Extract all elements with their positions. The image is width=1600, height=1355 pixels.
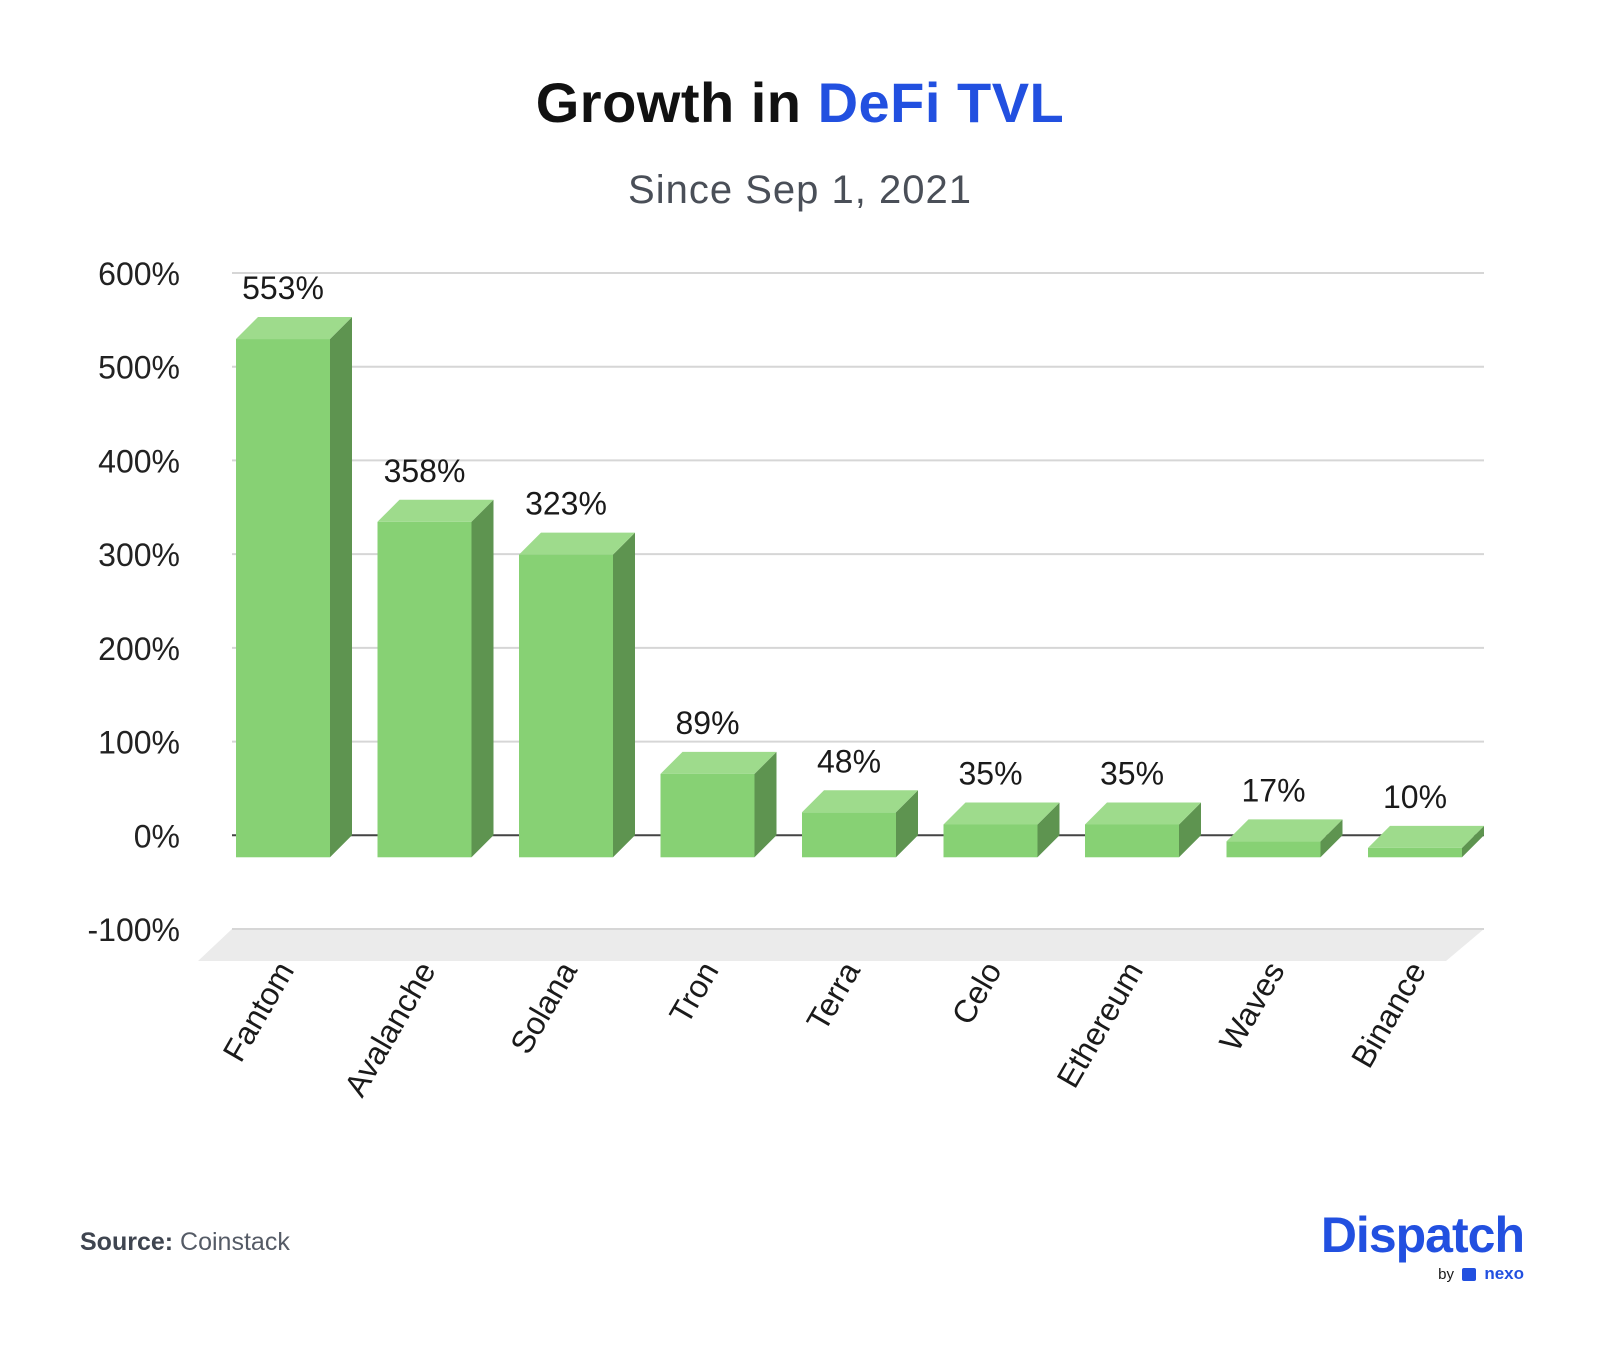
bar-side bbox=[613, 532, 635, 858]
x-tick-label: Fantom bbox=[216, 956, 301, 1068]
nexo-icon bbox=[1462, 1268, 1477, 1281]
data-label: 358% bbox=[384, 453, 466, 489]
y-tick-label: 200% bbox=[98, 631, 180, 667]
bar-side bbox=[754, 751, 777, 858]
bar-top bbox=[1368, 825, 1484, 848]
x-tick-label: Solana bbox=[503, 955, 584, 1059]
bar-side bbox=[1462, 825, 1484, 858]
data-label: 35% bbox=[1100, 755, 1164, 791]
y-tick-label: 500% bbox=[98, 350, 180, 386]
bar-side bbox=[330, 317, 352, 858]
brand-logo: Dispatch by nexo bbox=[1320, 1207, 1525, 1284]
bar-top bbox=[377, 499, 494, 522]
y-tick-label: 400% bbox=[98, 443, 180, 479]
data-label: 17% bbox=[1241, 772, 1305, 808]
source-note: Source: Coinstack bbox=[80, 1228, 290, 1257]
bar-top bbox=[236, 317, 352, 340]
source-value: Coinstack bbox=[180, 1228, 290, 1256]
bar-side bbox=[1179, 802, 1201, 858]
brand-byline: by nexo bbox=[1321, 1264, 1524, 1284]
data-label: 48% bbox=[817, 743, 881, 779]
bar-side bbox=[896, 790, 918, 858]
bar-top bbox=[1226, 819, 1343, 842]
y-tick-label: 0% bbox=[134, 818, 180, 854]
bar-top bbox=[519, 532, 635, 555]
x-tick-label: Waves bbox=[1212, 956, 1291, 1058]
bar-side bbox=[1320, 819, 1343, 858]
x-tick-label: Celo bbox=[944, 956, 1008, 1031]
bar-top bbox=[943, 802, 1060, 825]
data-label: 553% bbox=[242, 270, 324, 306]
x-tick-label: Tron bbox=[662, 956, 725, 1030]
x-tick-label: Terra bbox=[799, 955, 867, 1036]
data-label: 323% bbox=[525, 486, 607, 522]
chart-title: Growth in DeFi TVL bbox=[0, 70, 1600, 135]
data-label: 89% bbox=[675, 705, 739, 741]
chart-floor bbox=[198, 929, 1484, 961]
title-prefix: Growth in bbox=[535, 71, 818, 134]
brand-by-text: by bbox=[1438, 1266, 1454, 1283]
source-label: Source: bbox=[80, 1228, 174, 1256]
bar-top bbox=[1085, 802, 1201, 825]
bar bbox=[1226, 841, 1321, 858]
brand-name: Dispatch bbox=[1320, 1207, 1525, 1263]
bar bbox=[1085, 824, 1179, 858]
data-label: 35% bbox=[958, 755, 1022, 791]
bar bbox=[1368, 847, 1462, 858]
bar-top bbox=[802, 790, 918, 813]
bar bbox=[802, 812, 896, 858]
title-accent: DeFi TVL bbox=[817, 71, 1065, 134]
bar-side bbox=[1037, 802, 1060, 858]
bar-top bbox=[660, 751, 777, 774]
y-tick-label: 300% bbox=[98, 537, 180, 573]
x-tick-label: Ethereum bbox=[1050, 956, 1151, 1094]
bar bbox=[519, 554, 613, 858]
chart-subtitle: Since Sep 1, 2021 bbox=[628, 168, 972, 212]
y-tick-label: -100% bbox=[88, 912, 181, 948]
bar bbox=[377, 521, 472, 858]
x-tick-label: Binance bbox=[1344, 956, 1433, 1074]
data-label: 10% bbox=[1383, 779, 1447, 815]
y-tick-label: 100% bbox=[98, 725, 180, 761]
y-tick-label: 600% bbox=[98, 256, 180, 292]
bar bbox=[660, 773, 755, 858]
x-tick-label: Avalanche bbox=[337, 956, 443, 1103]
bar bbox=[943, 824, 1038, 858]
bar-side bbox=[471, 499, 494, 858]
bar bbox=[236, 339, 330, 858]
brand-partner: nexo bbox=[1484, 1264, 1524, 1283]
